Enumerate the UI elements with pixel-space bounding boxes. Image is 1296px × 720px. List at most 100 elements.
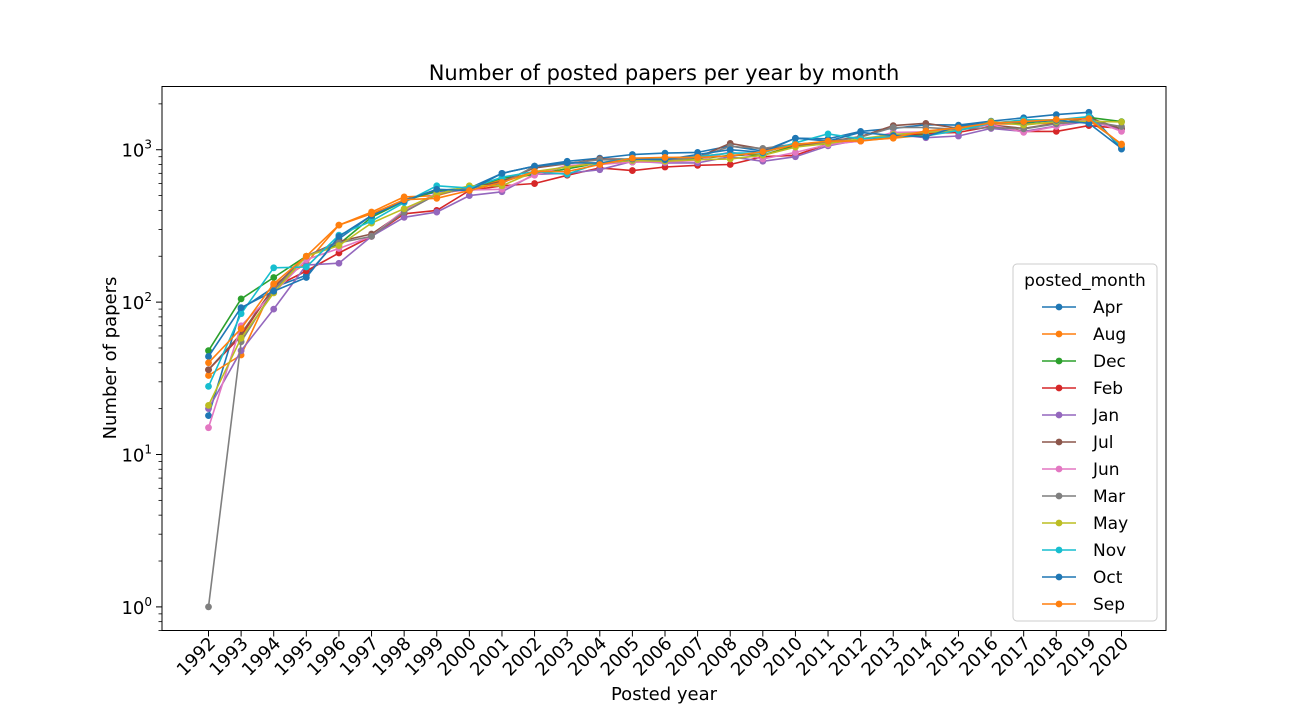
legend-item-oct: Oct: [1042, 568, 1123, 588]
legend-label: Mar: [1093, 487, 1125, 507]
legend-marker: [1055, 303, 1063, 311]
series-sep: [205, 115, 1125, 367]
data-point: [955, 124, 962, 132]
y-tick-label: 102: [121, 290, 152, 314]
data-point: [563, 168, 571, 175]
data-point: [270, 274, 278, 281]
data-point: [628, 154, 636, 162]
data-point: [368, 232, 375, 240]
data-point: [335, 259, 343, 267]
data-point: [628, 167, 636, 174]
legend-label: Nov: [1093, 541, 1126, 561]
data-point: [205, 412, 212, 420]
data-point: [270, 287, 278, 295]
data-point: [661, 154, 669, 161]
data-point: [270, 305, 278, 313]
data-point: [987, 119, 995, 127]
data-point: [205, 353, 212, 360]
data-point: [726, 152, 734, 160]
legend-label: Sep: [1093, 595, 1125, 615]
data-point: [335, 221, 343, 229]
data-point: [237, 325, 245, 333]
y-axis: 100 101 102 103: [121, 103, 162, 631]
data-point: [596, 166, 604, 174]
data-point: [1052, 127, 1060, 135]
data-point: [955, 132, 962, 140]
legend-item-dec: Dec: [1042, 352, 1126, 372]
legend: posted_month Apr Aug Dec Feb Jan Jul Jun Mar May…: [1012, 263, 1158, 622]
plot-area: [161, 86, 1167, 631]
legend-item-jan: Jan: [1042, 406, 1119, 426]
data-point: [694, 154, 702, 161]
data-point: [205, 603, 212, 611]
data-point: [857, 128, 865, 136]
data-point: [400, 196, 408, 204]
data-point: [922, 127, 930, 135]
data-point: [1118, 118, 1125, 126]
legend-item-apr: Apr: [1042, 298, 1122, 318]
data-point: [368, 210, 375, 218]
legend-label: Aug: [1093, 325, 1126, 345]
data-point: [792, 149, 799, 156]
legend-box: [1012, 263, 1158, 622]
data-point: [400, 213, 408, 221]
legend-label: Jul: [1092, 433, 1114, 453]
legend-label: Jan: [1092, 406, 1119, 426]
legend-marker: [1055, 384, 1063, 392]
legend-items: Apr Aug Dec Feb Jan Jul Jun Mar May Nov Oct Sep: [1042, 298, 1128, 615]
legend-item-aug: Aug: [1042, 325, 1126, 345]
data-point: [205, 424, 212, 432]
data-point: [237, 304, 245, 312]
data-point: [792, 134, 799, 142]
data-point: [531, 168, 538, 175]
legend-marker: [1055, 465, 1063, 473]
data-point: [465, 187, 473, 194]
data-point: [205, 359, 212, 367]
data-point: [335, 242, 343, 249]
x-tick-label: 2020: [1086, 633, 1133, 680]
data-point: [302, 263, 310, 271]
data-point: [792, 141, 799, 149]
data-point: [205, 382, 212, 390]
data-point: [302, 274, 310, 281]
x-axis: 1992199319941995199619971998199920002001…: [173, 630, 1133, 680]
data-point: [433, 208, 441, 216]
chart-title: Number of posted papers per year by mont…: [429, 61, 900, 85]
data-point: [824, 130, 832, 138]
data-point: [237, 347, 245, 355]
legend-marker: [1055, 357, 1063, 365]
legend-item-jul: Jul: [1042, 433, 1114, 453]
legend-label: Apr: [1093, 298, 1122, 318]
y-axis-label: Number of papers: [100, 277, 121, 440]
data-point: [205, 402, 212, 409]
data-point: [498, 179, 506, 186]
data-point: [205, 347, 212, 355]
data-point: [433, 194, 441, 202]
data-point: [335, 232, 343, 240]
y-tick-label: 103: [121, 138, 152, 162]
legend-marker: [1055, 492, 1063, 500]
data-point: [1085, 119, 1093, 127]
data-point: [302, 252, 310, 260]
data-point: [237, 310, 245, 318]
data-point: [237, 295, 245, 303]
legend-item-sep: Sep: [1042, 595, 1125, 615]
data-point: [433, 185, 441, 193]
data-point: [1085, 115, 1093, 123]
data-point: [368, 217, 375, 225]
y-tick-label: 100: [121, 595, 152, 619]
data-point: [400, 205, 408, 213]
legend-marker: [1055, 519, 1063, 527]
data-point: [1118, 127, 1125, 135]
legend-marker: [1055, 411, 1063, 419]
legend-item-feb: Feb: [1042, 379, 1123, 399]
data-point: [1052, 116, 1060, 123]
data-point: [1118, 141, 1125, 149]
data-point: [1020, 118, 1028, 125]
data-point: [205, 372, 212, 379]
legend-item-jun: Jun: [1042, 460, 1120, 480]
data-point: [889, 124, 897, 131]
x-axis-label: Posted year: [611, 684, 718, 705]
legend-marker: [1055, 330, 1063, 338]
